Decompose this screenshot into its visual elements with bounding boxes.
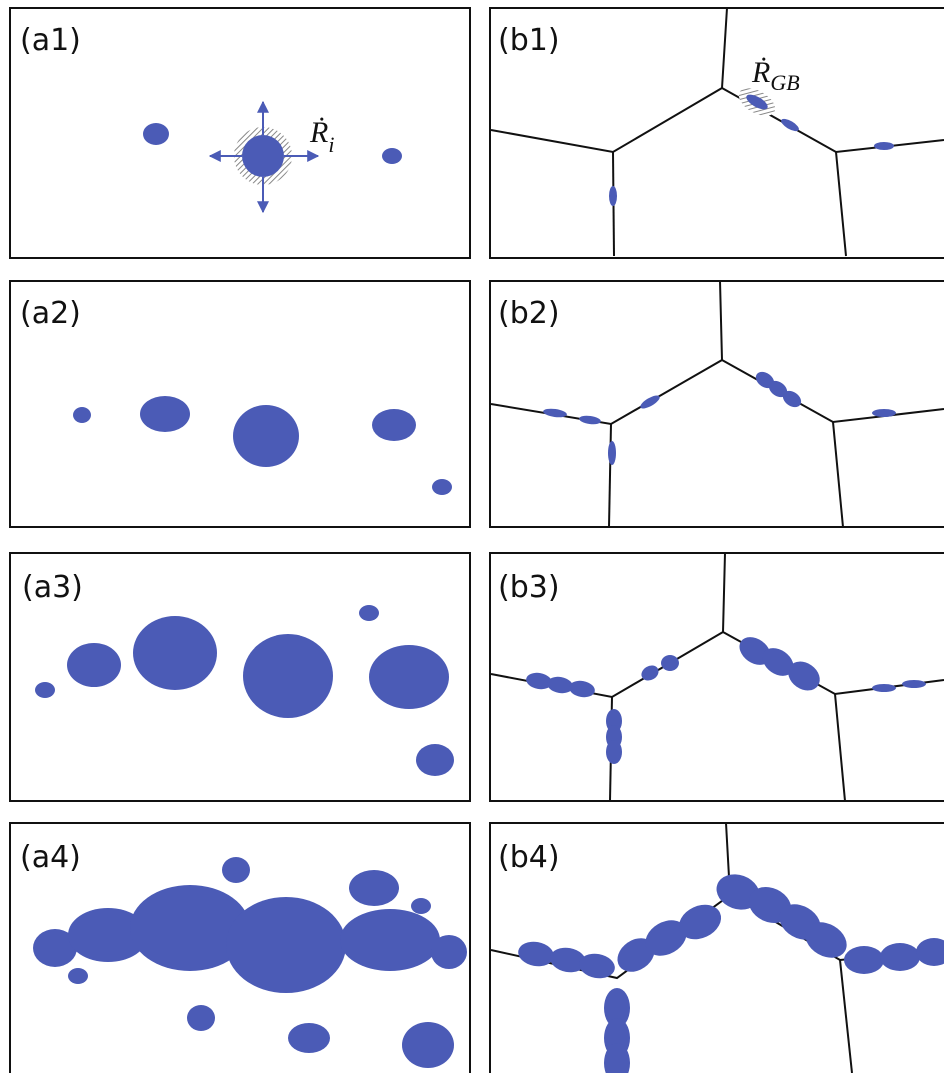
panel-label: (a4): [20, 840, 81, 875]
symbol: Ṙ: [751, 56, 770, 89]
panel-label: (b3): [498, 570, 560, 605]
subscript: GB: [770, 70, 799, 95]
subscript: i: [328, 132, 334, 157]
panel-label: (b2): [498, 296, 560, 331]
panel-label: (a1): [20, 23, 81, 58]
panel-label: (b4): [498, 840, 560, 875]
panel-label: (a2): [20, 296, 81, 331]
panel-label: (b1): [498, 23, 560, 58]
panel-label: (a3): [22, 570, 83, 605]
symbol: Ṙ: [309, 116, 328, 149]
figure: (a1) (b1) (a2) (b2) (a3) (b3) (a4) (b4) …: [0, 0, 944, 1073]
